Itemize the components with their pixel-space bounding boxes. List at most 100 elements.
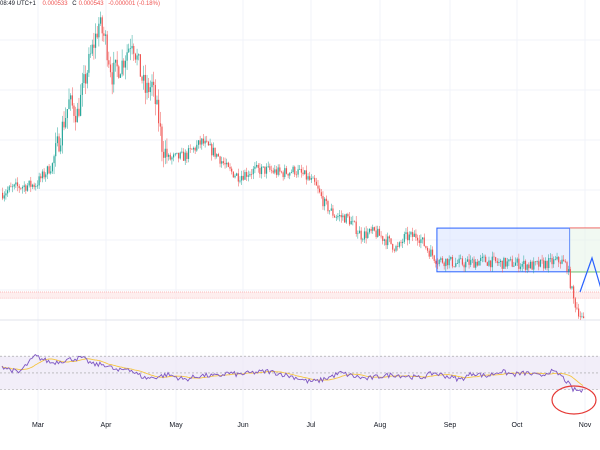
candle-body	[177, 152, 180, 159]
candle-body	[21, 187, 24, 189]
candle	[226, 158, 228, 168]
candle-body	[488, 260, 490, 266]
candle-body	[139, 54, 141, 77]
candle-body	[300, 168, 302, 173]
candle-body	[546, 260, 548, 269]
candle-body	[304, 170, 306, 175]
candle-body	[348, 216, 351, 225]
candle-body	[370, 228, 372, 231]
candle-body	[128, 48, 130, 53]
candle	[304, 170, 306, 175]
candle-body	[143, 74, 145, 81]
candle-body	[360, 230, 362, 240]
candle	[242, 170, 244, 181]
candle-body	[579, 316, 581, 318]
candle-body	[141, 76, 143, 81]
candle	[85, 65, 87, 95]
candle	[511, 255, 513, 268]
candle-body	[80, 94, 82, 116]
candle-body	[199, 140, 201, 145]
candle	[573, 284, 575, 304]
candle-body	[490, 260, 492, 268]
candle-body	[561, 259, 563, 264]
x-tick-label: Sep	[444, 422, 457, 429]
candle-body	[55, 143, 57, 157]
candle-body	[36, 185, 39, 187]
candle	[209, 138, 211, 146]
candle-body	[392, 243, 394, 250]
candle	[119, 73, 122, 78]
candle	[583, 312, 585, 319]
candle	[43, 168, 45, 180]
candle	[139, 54, 141, 77]
candle	[400, 240, 402, 247]
candle-body	[201, 138, 203, 145]
candle-body	[310, 178, 312, 180]
candle	[360, 227, 362, 244]
x-tick-label: Jul	[307, 422, 316, 429]
candle	[578, 303, 580, 319]
candle-body	[194, 147, 196, 151]
candle-body	[38, 176, 40, 186]
candle	[498, 258, 500, 266]
candle	[468, 253, 470, 269]
candle-body	[206, 140, 208, 142]
candle	[382, 235, 384, 245]
candle	[285, 165, 288, 175]
candle-body	[239, 180, 241, 182]
candle	[485, 254, 487, 263]
candle	[365, 226, 367, 244]
candle	[249, 171, 251, 178]
candle	[53, 154, 55, 175]
candle-body	[390, 238, 392, 244]
candle	[8, 185, 10, 193]
candle-body	[531, 261, 533, 270]
candle	[363, 227, 366, 243]
candle-body	[231, 168, 233, 172]
candle-body	[26, 185, 29, 191]
candle-body	[249, 174, 251, 176]
candle	[463, 262, 465, 272]
candle	[251, 169, 253, 180]
candle	[372, 224, 374, 234]
candle	[373, 226, 376, 232]
candle-body	[468, 259, 470, 265]
candle-body	[196, 144, 198, 151]
candle	[453, 266, 455, 268]
candle-body	[272, 170, 274, 173]
candle	[299, 165, 301, 170]
header-close-value: 0.000543	[78, 1, 104, 7]
candle-body	[93, 44, 95, 48]
candle	[166, 138, 168, 164]
candle	[216, 153, 218, 159]
header-open-value: 0.000533	[42, 1, 68, 7]
candle	[548, 254, 550, 273]
candle-body	[317, 185, 319, 189]
candle-body	[217, 154, 219, 157]
x-tick-label: May	[169, 422, 183, 429]
candle-body	[224, 163, 226, 165]
candle	[174, 152, 176, 157]
candle-body	[460, 258, 462, 259]
candle	[445, 258, 447, 272]
candle	[387, 232, 389, 249]
candle-body	[287, 173, 289, 176]
candle-body	[13, 184, 15, 187]
candle-body	[466, 259, 468, 262]
candle-body	[179, 152, 181, 159]
candle	[561, 255, 563, 265]
candle	[38, 172, 40, 189]
candle-body	[61, 121, 63, 146]
x-tick-label: Nov	[579, 422, 592, 429]
candle-body	[259, 167, 261, 175]
candle-body	[426, 247, 429, 251]
candle-body	[524, 260, 527, 270]
candle-body	[270, 169, 273, 171]
candle-body	[25, 185, 27, 191]
candle-body	[506, 261, 508, 267]
candle-body	[260, 166, 263, 175]
candle	[526, 263, 528, 274]
candle-body	[511, 259, 513, 267]
candle	[99, 11, 102, 26]
